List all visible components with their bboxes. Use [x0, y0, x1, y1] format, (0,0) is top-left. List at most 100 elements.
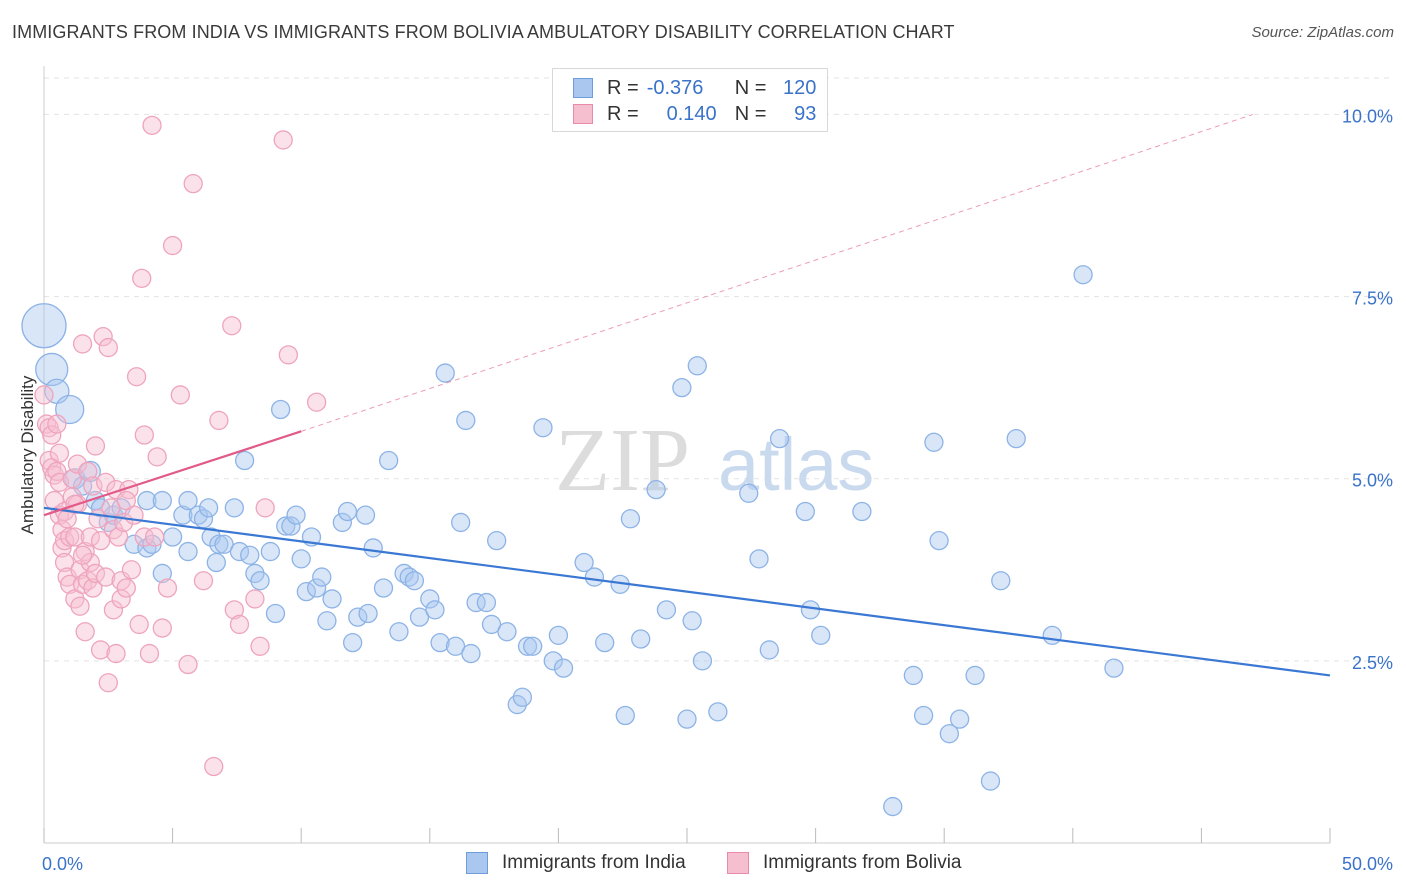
point-bolivia [204, 756, 224, 777]
point-bolivia [80, 527, 100, 547]
point-bolivia [144, 527, 165, 547]
point-india [965, 665, 985, 686]
point-india [358, 603, 378, 624]
point-bolivia [170, 385, 190, 405]
point-india [512, 687, 533, 707]
series-legend-bolivia: Immigrants from Bolivia [727, 852, 962, 874]
point-bolivia [116, 578, 136, 598]
point-india [260, 541, 280, 562]
point-bolivia [85, 563, 106, 584]
point-india [322, 589, 342, 609]
point-india [451, 512, 471, 533]
point-bolivia [54, 552, 75, 573]
point-india [939, 724, 959, 744]
point-bolivia [103, 600, 124, 620]
point-bolivia [72, 574, 93, 595]
point-bolivia [96, 567, 116, 587]
point-bolivia [273, 130, 293, 150]
point-india [739, 483, 759, 503]
point-india [224, 498, 244, 518]
point-india [548, 625, 569, 646]
watermark-atlas: atlas [718, 423, 874, 506]
point-bolivia [98, 673, 118, 693]
trend-line-india [43, 506, 1331, 677]
point-india [852, 501, 872, 522]
point-bolivia [129, 614, 149, 635]
point-india [631, 629, 651, 649]
point-bolivia [139, 643, 160, 664]
point-india [291, 549, 311, 569]
point-bolivia [72, 545, 93, 565]
point-bolivia [157, 578, 178, 598]
point-bolivia [278, 345, 298, 365]
point-india [142, 534, 162, 554]
chart-title: IMMIGRANTS FROM INDIA VS IMMIGRANTS FROM… [12, 22, 955, 42]
series-name-india: Immigrants from India [502, 852, 686, 873]
point-india [553, 658, 574, 678]
point-india [687, 356, 707, 376]
point-india [682, 611, 702, 631]
point-india [497, 622, 517, 642]
point-bolivia [70, 596, 90, 616]
series-swatch-bolivia [727, 852, 749, 874]
point-bolivia [147, 447, 167, 467]
point-india [800, 600, 821, 620]
point-india [270, 399, 291, 420]
tick-labels: 2.5% 5.0% 7.5% 10.0% 0.0% 50.0% [42, 106, 1393, 874]
point-india [355, 505, 376, 525]
point-bolivia [250, 636, 270, 656]
point-india [425, 600, 445, 620]
point-bolivia [85, 436, 106, 456]
point-india [229, 541, 250, 562]
point-india [420, 589, 440, 609]
legend-n-label: N = [734, 102, 767, 125]
point-bolivia [306, 392, 327, 412]
series-name-bolivia: Immigrants from Bolivia [763, 852, 962, 873]
point-india [265, 603, 286, 624]
legend-r-value: 0.140 [666, 102, 717, 125]
point-india [394, 563, 414, 584]
point-bolivia [193, 571, 214, 591]
point-india [769, 428, 790, 449]
point-india [574, 552, 594, 573]
trend-lines [43, 113, 1331, 677]
data-points [21, 115, 1124, 817]
legend-r-label: R = [607, 76, 639, 99]
point-india [198, 498, 219, 518]
point-bolivia [65, 527, 85, 547]
point-bolivia [83, 578, 103, 598]
point-bolivia [93, 326, 113, 347]
point-india [949, 709, 970, 729]
legend-swatch-bolivia [573, 104, 593, 124]
point-bolivia [75, 622, 95, 642]
point-bolivia [152, 618, 172, 638]
point-india [1042, 625, 1062, 646]
point-india [924, 432, 944, 452]
point-india [523, 636, 543, 656]
y-tick-label: 2.5% [1352, 653, 1393, 673]
point-india [466, 592, 486, 613]
point-bolivia [116, 490, 136, 511]
point-india [430, 632, 450, 653]
correlation-legend: R = -0.376 N = 120 R = 0.140 N = 93 [552, 68, 828, 132]
y-tick-label: 7.5% [1352, 289, 1393, 309]
point-india [250, 571, 270, 591]
point-india [317, 611, 337, 631]
point-bolivia [209, 410, 229, 431]
point-bolivia [126, 367, 147, 387]
point-bolivia [132, 268, 152, 289]
legend-r-value: -0.376 [646, 76, 704, 99]
point-india [543, 651, 563, 671]
point-bolivia [111, 589, 131, 609]
point-india [1104, 658, 1124, 678]
point-india [188, 505, 208, 525]
point-india [595, 632, 615, 653]
point-bolivia [47, 414, 67, 434]
watermark-zip: ZIP [555, 411, 690, 510]
point-india [404, 571, 425, 591]
point-bolivia [134, 527, 154, 547]
point-india [708, 702, 728, 722]
point-india [913, 705, 934, 726]
point-india [517, 636, 538, 656]
